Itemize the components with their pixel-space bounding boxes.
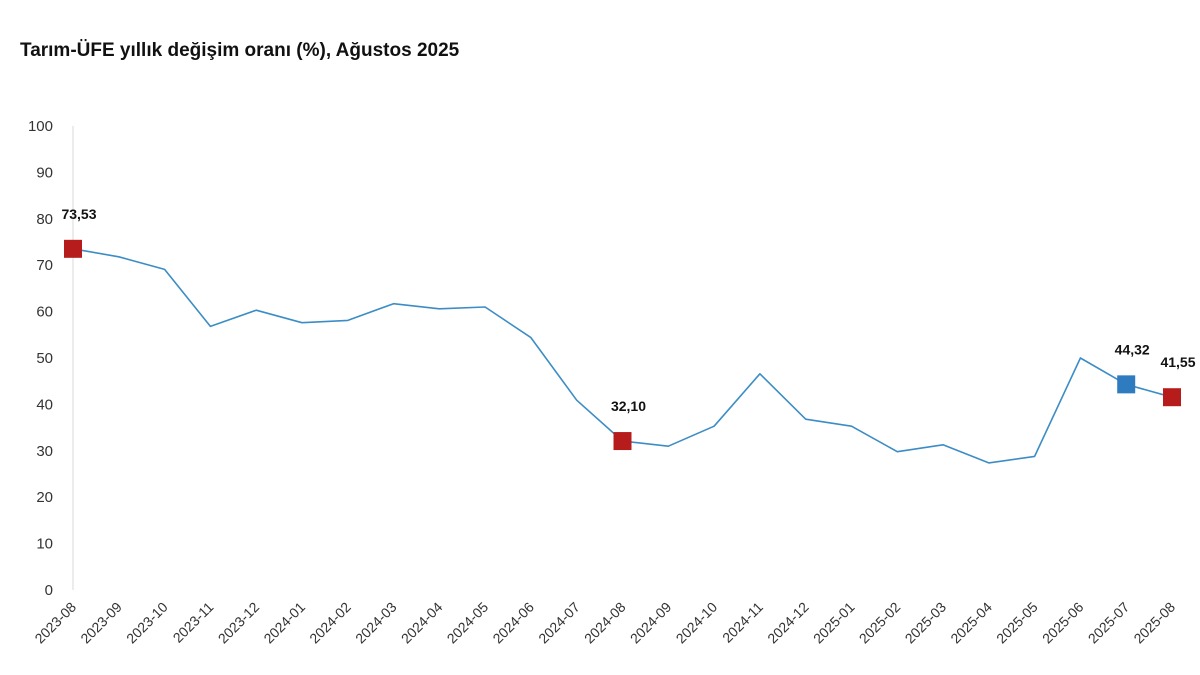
y-tick-labels: 0 10 20 30 40 50 60 70 80 90 100: [28, 118, 53, 599]
x-tick-label: 2025-05: [993, 599, 1041, 647]
x-tick-label: 2024-06: [489, 599, 537, 647]
x-tick-label: 2024-01: [260, 599, 308, 647]
data-point-marker: [613, 432, 632, 451]
data-point-marker: [1163, 388, 1181, 407]
x-tick-label: 2025-06: [1039, 599, 1087, 647]
x-tick-label: 2025-04: [947, 599, 995, 647]
x-tick-label: 2024-09: [627, 599, 675, 647]
x-tick-label: 2025-01: [810, 599, 858, 647]
x-tick-label: 2023-09: [77, 599, 125, 647]
y-tick-label: 60: [36, 304, 53, 321]
series-line: [72, 248, 1173, 464]
x-tick-label: 2025-08: [1130, 599, 1178, 647]
y-tick-label: 0: [45, 582, 53, 599]
annotation-markers: [64, 239, 1181, 451]
y-tick-label: 90: [36, 164, 53, 181]
x-tick-label: 2025-03: [902, 599, 950, 647]
x-tick-label: 2024-10: [673, 599, 721, 647]
chart-title: Tarım-ÜFE yıllık değişim oranı (%), Ağus…: [20, 40, 460, 61]
series-lines: [72, 248, 1173, 464]
y-tick-label: 70: [36, 257, 53, 274]
y-tick-label: 100: [28, 118, 53, 135]
x-tick-label: 2024-05: [444, 599, 492, 647]
x-tick-label: 2023-10: [123, 599, 171, 647]
y-tick-label: 20: [36, 489, 53, 506]
data-label: 41,55: [1160, 354, 1195, 370]
data-labels: 73,53 32,10 44,32 41,55: [61, 206, 1195, 414]
x-tick-label: 2024-08: [581, 599, 629, 647]
x-tick-label: 2024-11: [719, 599, 766, 646]
data-label: 73,53: [61, 206, 96, 222]
y-tick-label: 40: [36, 396, 53, 413]
x-tick-label: 2023-12: [215, 599, 263, 647]
x-tick-label: 2023-08: [31, 599, 79, 647]
y-tick-label: 10: [36, 536, 53, 553]
data-point-marker: [1117, 375, 1136, 394]
x-tick-label: 2024-02: [306, 599, 354, 647]
x-tick-label: 2024-04: [398, 599, 446, 647]
x-tick-label: 2024-03: [352, 599, 400, 647]
y-tick-label: 50: [36, 350, 53, 367]
y-tick-label: 30: [36, 443, 53, 460]
x-tick-label: 2025-02: [856, 599, 904, 647]
x-tick-label: 2024-12: [764, 599, 812, 647]
data-label: 44,32: [1115, 341, 1150, 357]
data-label: 32,10: [611, 398, 646, 414]
x-tick-labels: 2023-082023-092023-102023-112023-122024-…: [31, 599, 1178, 647]
x-tick-label: 2025-07: [1085, 599, 1133, 647]
x-tick-label: 2024-07: [535, 599, 583, 647]
x-tick-label: 2023-11: [170, 599, 217, 646]
y-tick-label: 80: [36, 211, 53, 228]
data-point-marker: [64, 239, 82, 258]
